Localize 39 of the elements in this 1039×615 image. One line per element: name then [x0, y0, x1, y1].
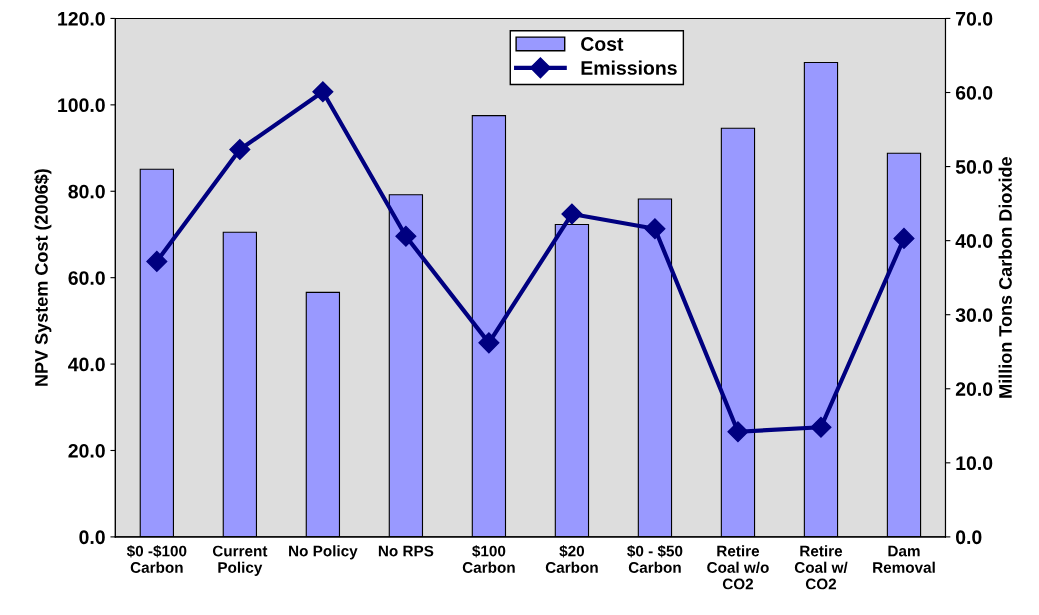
legend-label: Emissions: [581, 60, 677, 75]
x-tick-label: $0 -$100 Carbon: [126, 544, 187, 573]
y-tick-label: 40.0: [68, 357, 105, 372]
x-tick-label: Retire Coal w/o CO2: [707, 545, 769, 590]
y2-tick-label: 30.0: [955, 308, 993, 322]
point: [312, 81, 334, 103]
x-tick-label: No RPS: [378, 545, 434, 557]
point: [395, 225, 417, 247]
point: [229, 139, 251, 161]
y-axis-title: NPV System Cost (2006$): [34, 169, 52, 386]
x-tick-label: Retire Coal w/ CO2: [794, 545, 848, 590]
y2-tick-label: 0.0: [955, 530, 982, 545]
y2-tick-label: 60.0: [955, 85, 993, 100]
y-tick-label: 20.0: [68, 443, 105, 458]
point: [893, 227, 915, 249]
x-tick-label: Current Policy: [212, 545, 268, 576]
x-tick-label: Dam Removal: [873, 545, 935, 573]
point: [810, 416, 832, 438]
point: [146, 250, 168, 272]
y2-tick-label: 50.0: [955, 160, 993, 174]
y2-axis-title: Million Tons Carbon Dioxide: [998, 157, 1012, 398]
point: [727, 421, 749, 443]
y-tick-label: 60.0: [68, 271, 105, 285]
x-tick-label: $20 Carbon: [545, 544, 598, 573]
y2-tick-label: 40.0: [955, 234, 993, 248]
y-tick-label: 120.0: [58, 11, 105, 26]
x-tick-label: No Policy: [289, 545, 358, 560]
y-tick-label: 0.0: [79, 530, 105, 545]
point: [478, 332, 500, 354]
y2-tick-label: 20.0: [955, 382, 993, 396]
y2-tick-label: 10.0: [956, 456, 993, 471]
x-tick-label: $0 - $50 Carbon: [627, 544, 683, 573]
x-tick-label: $100 Carbon: [462, 544, 515, 573]
y2-tick-label: 70.0: [956, 11, 993, 26]
point: [644, 218, 666, 240]
legend-label: Cost: [581, 37, 624, 51]
y-tick-label: 80.0: [68, 184, 105, 199]
y-tick-label: 100.0: [58, 98, 105, 113]
point: [561, 203, 583, 225]
